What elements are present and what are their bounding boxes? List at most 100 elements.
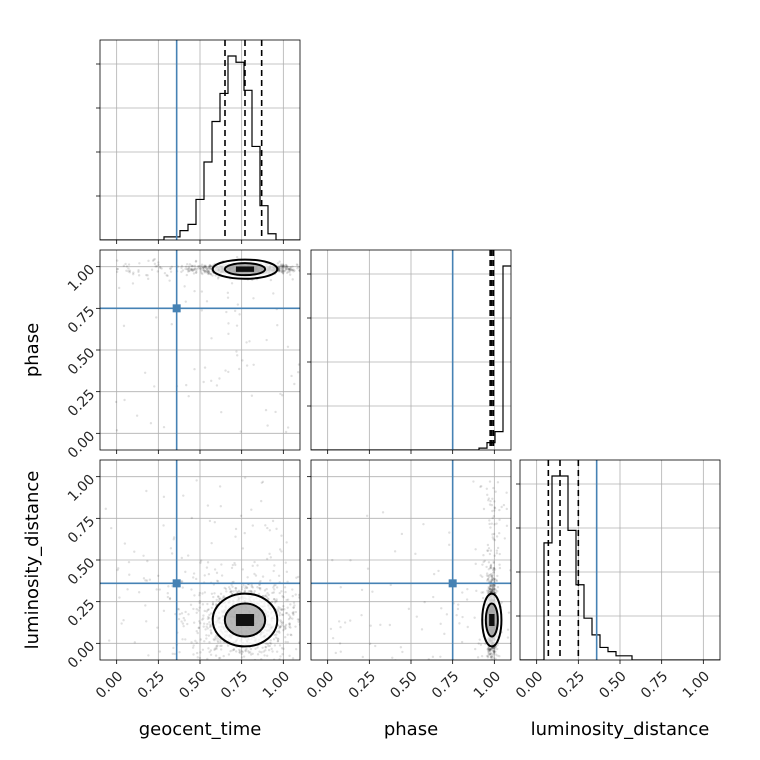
sample-point — [296, 618, 300, 621]
sample-point — [244, 669, 246, 671]
sample-point — [273, 588, 276, 591]
sample-point — [205, 669, 207, 671]
sample-point — [207, 615, 210, 619]
sample-point — [490, 664, 492, 666]
sample-point — [234, 535, 237, 538]
sample-point — [295, 263, 299, 266]
sample-point — [115, 429, 119, 432]
sample-point — [289, 603, 292, 606]
sample-point — [206, 627, 209, 630]
sample-point — [488, 503, 492, 506]
sample-point — [489, 526, 492, 529]
sample-point — [188, 269, 191, 272]
sample-point — [487, 648, 491, 651]
sample-point — [278, 611, 282, 615]
sample-point — [166, 274, 169, 277]
sample-point — [278, 548, 282, 551]
sample-point — [209, 272, 213, 276]
sample-point — [165, 274, 168, 277]
sample-point — [281, 613, 285, 617]
sample-point — [281, 264, 284, 267]
sample-point — [488, 480, 492, 483]
sample-point — [314, 275, 316, 277]
histogram-luminosity_distance — [520, 475, 720, 660]
sample-point — [283, 608, 286, 611]
sample-point — [193, 268, 197, 271]
sample-point — [281, 263, 285, 266]
sample-point — [218, 664, 220, 666]
sample-point — [490, 583, 493, 587]
sample-point — [166, 595, 170, 599]
sample-point — [208, 267, 212, 270]
sample-point — [492, 649, 495, 652]
sample-point — [245, 364, 249, 367]
sample-point — [490, 648, 493, 651]
sample-point — [266, 642, 270, 646]
sample-point — [439, 655, 442, 658]
sample-point — [155, 316, 158, 319]
sample-point — [486, 591, 490, 595]
sample-point — [489, 590, 493, 593]
sample-point — [495, 552, 499, 555]
sample-point — [479, 643, 483, 646]
sample-point — [492, 568, 495, 572]
sample-point — [490, 655, 493, 658]
sample-point — [291, 611, 294, 615]
sample-point — [193, 367, 196, 371]
sample-point — [489, 500, 492, 503]
sample-point — [229, 664, 231, 666]
sample-point — [202, 266, 205, 270]
sample-point — [245, 586, 248, 589]
sample-point — [314, 636, 316, 638]
sample-point — [190, 265, 194, 268]
sample-point — [275, 630, 279, 633]
sample-point — [240, 656, 244, 659]
sample-point — [490, 588, 494, 592]
sample-point — [490, 662, 492, 664]
sample-point — [236, 303, 240, 306]
sample-point — [486, 579, 489, 582]
sample-point — [494, 657, 497, 660]
sample-point — [202, 622, 206, 625]
sample-point — [231, 669, 233, 671]
sample-point — [257, 592, 261, 596]
sample-point — [294, 625, 297, 628]
sample-point — [234, 650, 238, 653]
sample-point — [244, 585, 247, 588]
sample-point — [491, 646, 495, 650]
sample-point — [231, 649, 234, 652]
sample-point — [241, 650, 244, 654]
sample-point — [296, 371, 300, 374]
panel-luminosity_distance-vs-geocent_time: 0.00 0.25 0.50 0.75 1.00geocent_time0.000.25… — [22, 459, 316, 740]
sample-point — [208, 613, 211, 617]
sample-point — [288, 615, 292, 618]
sample-point — [191, 268, 194, 271]
sample-point — [258, 650, 261, 653]
sample-point — [219, 648, 223, 651]
truth-marker — [172, 304, 181, 313]
sample-point — [339, 625, 342, 629]
sample-point — [276, 262, 280, 265]
sample-point — [180, 580, 184, 583]
sample-point — [117, 286, 121, 290]
sample-point — [209, 267, 212, 270]
sample-point — [288, 623, 291, 627]
sample-point — [455, 660, 457, 662]
sample-point — [458, 622, 461, 625]
sample-point — [493, 588, 497, 591]
sample-point — [486, 577, 490, 581]
sample-point — [496, 574, 499, 578]
sample-point — [185, 273, 189, 277]
sample-point — [116, 568, 119, 572]
sample-point — [334, 651, 337, 655]
sample-point — [216, 639, 219, 642]
sample-point — [488, 579, 491, 582]
sample-point — [244, 587, 247, 590]
sample-point — [222, 654, 225, 658]
y-axis-label-luminosity_distance: luminosity_distance — [22, 471, 43, 650]
sample-point — [219, 638, 222, 642]
sample-point — [506, 628, 510, 631]
sample-point — [283, 270, 286, 273]
sample-point — [184, 300, 187, 303]
sample-point — [146, 274, 149, 277]
